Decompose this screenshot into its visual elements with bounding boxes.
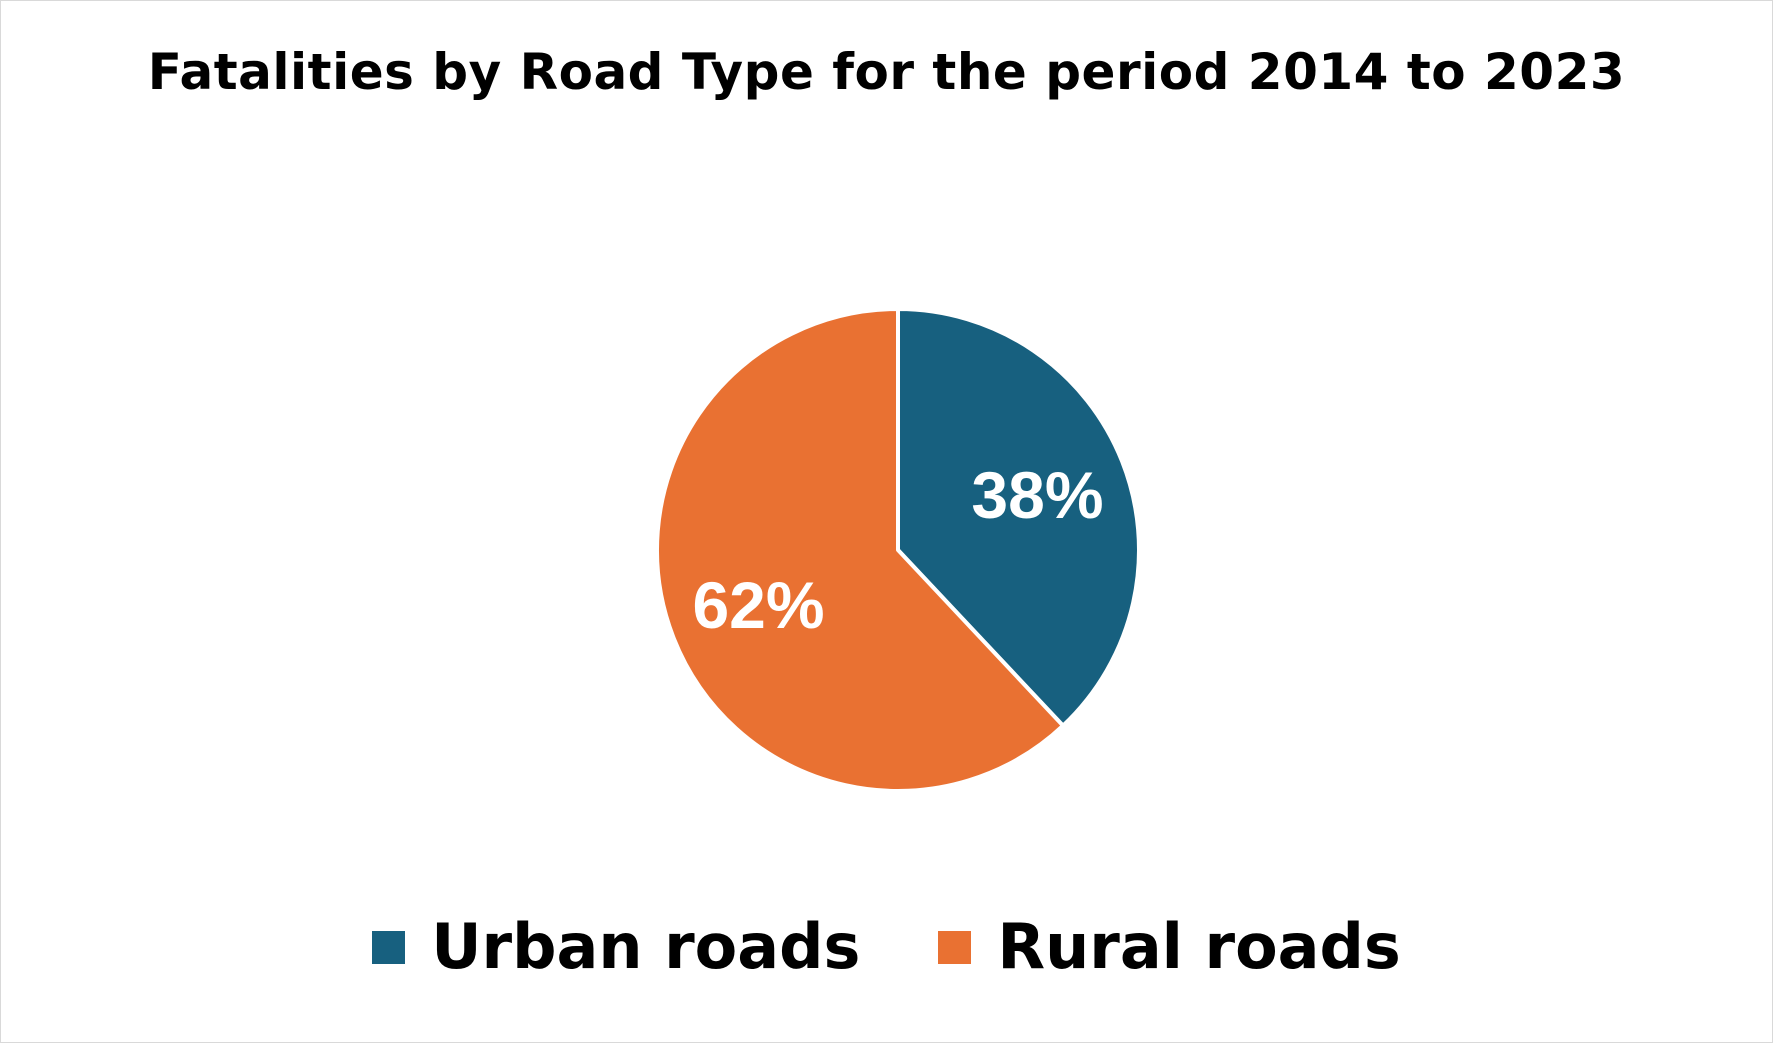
chart-title: Fatalities by Road Type for the period 2… (147, 43, 1626, 101)
legend-label-rural-roads: Rural roads (997, 910, 1401, 983)
pie-slice-urban-roads (896, 307, 1141, 728)
legend-swatch-urban-roads (372, 930, 406, 964)
legend-swatch-rural-roads (938, 930, 972, 964)
legend-item-urban-roads: Urban roads (372, 916, 860, 978)
data-label-urban-roads: 38% (971, 458, 1103, 532)
legend-item-rural-roads: Rural roads (938, 910, 1401, 983)
legend: Urban roads Rural roads (1, 916, 1772, 978)
data-label-rural-roads: 62% (692, 568, 824, 642)
legend-label-urban-roads: Urban roads (431, 910, 861, 983)
pie-slice-rural-roads (655, 307, 1065, 793)
